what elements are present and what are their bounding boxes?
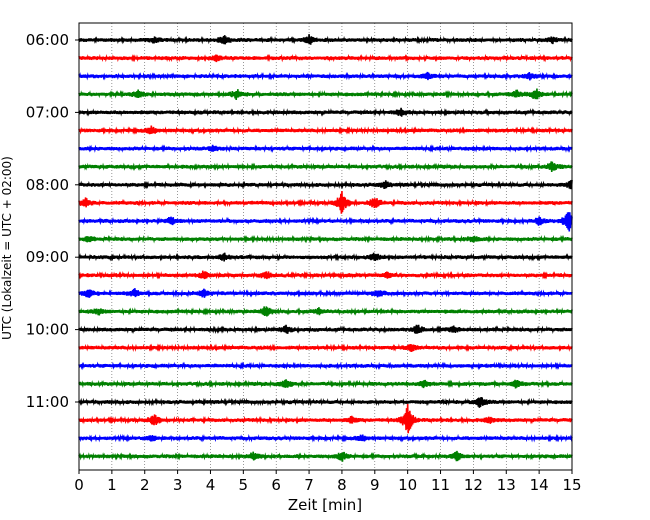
trace-line [78, 450, 573, 462]
trace-line [78, 34, 573, 45]
trace-line [78, 306, 573, 317]
x-tick-label: 11 [431, 476, 450, 494]
trace-line [78, 212, 573, 232]
y-tick-label: 07:00 [26, 103, 69, 121]
trace-line [78, 343, 573, 352]
x-tick-label: 15 [562, 476, 581, 494]
trace-line [78, 71, 573, 81]
trace-line [78, 179, 573, 190]
x-tick-label: 9 [370, 476, 380, 494]
trace-line [78, 324, 573, 335]
x-tick-label: 6 [271, 476, 281, 494]
trace-line [78, 125, 573, 135]
y-tick-label: 10:00 [26, 321, 69, 339]
x-tick-label: 5 [239, 476, 249, 494]
trace-line [78, 234, 573, 244]
x-tick-label: 13 [497, 476, 516, 494]
trace-group [78, 34, 573, 462]
y-axis-ticks: 06:00 07:00 08:00 09:00 10:00 11:00 [26, 31, 79, 411]
x-tick-label: 2 [140, 476, 150, 494]
x-tick-label: 12 [464, 476, 483, 494]
grid-lines [111, 23, 540, 470]
x-tick-label: 4 [206, 476, 216, 494]
x-tick-label: 3 [173, 476, 183, 494]
trace-line [78, 88, 573, 101]
trace-line [78, 53, 573, 63]
trace-line [78, 361, 573, 371]
trace-line [78, 107, 573, 117]
y-tick-label: 09:00 [26, 248, 69, 266]
y-tick-label: 06:00 [26, 31, 69, 49]
x-tick-label: 7 [304, 476, 314, 494]
x-tick-label: 14 [530, 476, 549, 494]
trace-line [78, 433, 573, 443]
x-tick-label: 0 [74, 476, 84, 494]
trace-line [78, 270, 573, 280]
y-axis-label: UTC (Lokalzeit = UTC + 02:00) [0, 156, 14, 340]
trace-line [78, 144, 573, 154]
x-tick-label: 8 [337, 476, 347, 494]
x-tick-label: 10 [398, 476, 417, 494]
x-axis-label: Zeit [min] [288, 496, 362, 514]
trace-line [78, 379, 573, 389]
trace-line [78, 161, 573, 172]
trace-line [78, 396, 573, 408]
plot-frame [78, 22, 573, 471]
y-tick-label: 08:00 [26, 176, 69, 194]
y-tick-label: 11:00 [26, 393, 69, 411]
x-tick-label: 1 [107, 476, 117, 494]
trace-line [78, 191, 573, 214]
x-axis-ticks: 0 1 2 3 4 5 6 7 8 9 10 11 12 13 14 15 [74, 470, 582, 494]
trace-line [78, 288, 573, 298]
trace-line [78, 403, 573, 434]
trace-line [78, 252, 573, 262]
